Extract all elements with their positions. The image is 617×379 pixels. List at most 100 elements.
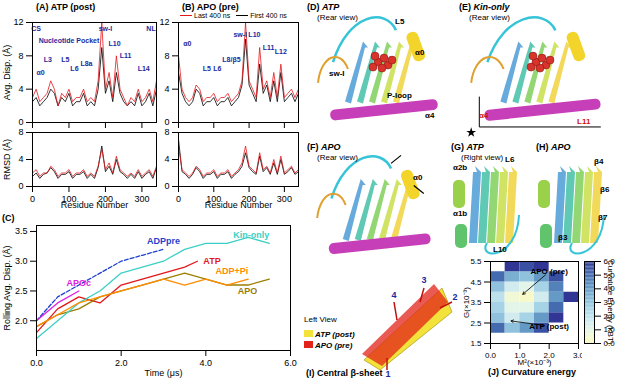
svg-text:0: 0 [164, 181, 169, 191]
svg-text:L11: L11 [263, 44, 275, 51]
svg-text:P-loop: P-loop [387, 91, 412, 100]
svg-text:300: 300 [134, 194, 149, 204]
svg-text:L8/β5: L8/β5 [222, 56, 240, 64]
svg-text:L6: L6 [213, 65, 221, 72]
svg-text:0: 0 [18, 181, 23, 191]
svg-text:APOc: APOc [67, 278, 92, 288]
svg-text:2: 2 [452, 292, 457, 302]
svg-text:3.5: 3.5 [470, 298, 482, 307]
svg-text:4.5: 4.5 [470, 278, 482, 287]
svg-text:L6: L6 [70, 65, 78, 72]
svg-text:8: 8 [164, 51, 169, 61]
svg-text:α0: α0 [36, 69, 44, 76]
svg-text:ADP+Pi: ADP+Pi [215, 266, 248, 276]
svg-text:(D) ATP: (D) ATP [307, 2, 340, 12]
svg-text:NL: NL [146, 25, 156, 32]
svg-text:ADPpre: ADPpre [147, 236, 180, 246]
svg-text:G(×10⁻³): G(×10⁻³) [462, 287, 471, 318]
svg-text:RMSD (Å): RMSD (Å) [2, 139, 12, 180]
svg-text:Residue Number: Residue Number [61, 200, 129, 210]
svg-text:α4: α4 [425, 111, 435, 120]
svg-text:(F) APO: (F) APO [307, 142, 341, 152]
svg-text:0: 0 [30, 194, 35, 204]
svg-text:2.0: 2.0 [15, 316, 28, 326]
svg-text:APO (pre): APO (pre) [530, 267, 568, 276]
svg-text:Left View: Left View [304, 315, 337, 324]
svg-text:L14: L14 [138, 65, 150, 72]
svg-text:α4: α4 [479, 111, 489, 120]
svg-text:β7: β7 [598, 213, 608, 222]
svg-text:8: 8 [18, 127, 23, 137]
svg-text:0: 0 [164, 117, 169, 127]
svg-text:300: 300 [277, 194, 292, 204]
svg-text:3.5: 3.5 [15, 226, 28, 236]
svg-text:4: 4 [164, 154, 169, 164]
svg-text:L10: L10 [248, 31, 260, 38]
svg-text:12: 12 [159, 17, 169, 27]
svg-text:ATP: ATP [203, 256, 220, 266]
svg-text:L10: L10 [493, 245, 507, 254]
svg-text:0: 0 [18, 117, 23, 127]
svg-text:α0: α0 [415, 48, 425, 57]
svg-text:ATP (post): ATP (post) [529, 322, 569, 331]
svg-text:Rolling Avg. Disp. (Å): Rolling Avg. Disp. (Å) [2, 246, 12, 331]
svg-text:L10: L10 [109, 40, 121, 47]
svg-text:M²(×10⁻³): M²(×10⁻³) [518, 358, 552, 367]
svg-text:APO: APO [238, 286, 258, 296]
svg-text:L11: L11 [120, 52, 132, 59]
svg-text:L11: L11 [577, 117, 591, 126]
svg-text:L8a: L8a [80, 60, 92, 67]
svg-text:α1b: α1b [453, 209, 467, 218]
svg-text:4.0: 4.0 [200, 358, 213, 368]
svg-text:β3: β3 [558, 233, 568, 242]
svg-text:(Right view): (Right view) [461, 153, 504, 162]
svg-text:β4: β4 [594, 157, 604, 166]
svg-text:1: 1 [385, 369, 390, 379]
svg-text:0.0: 0.0 [485, 351, 497, 360]
svg-text:L5: L5 [395, 17, 405, 26]
svg-text:(Rear view): (Rear view) [317, 13, 358, 22]
svg-text:Time (μs): Time (μs) [145, 368, 183, 378]
svg-text:4: 4 [18, 154, 23, 164]
svg-text:sw-I: sw-I [99, 25, 113, 32]
svg-text:2.0: 2.0 [115, 358, 128, 368]
svg-text:L6: L6 [505, 155, 515, 164]
svg-text:(I) Central β-sheet: (I) Central β-sheet [306, 368, 383, 378]
svg-text:4: 4 [164, 84, 169, 94]
svg-text:5.5: 5.5 [470, 257, 482, 266]
svg-text:4: 4 [18, 84, 23, 94]
svg-text:L5: L5 [61, 56, 69, 63]
svg-text:12: 12 [13, 17, 23, 27]
svg-text:4: 4 [391, 290, 396, 300]
svg-text:L3: L3 [44, 56, 52, 63]
svg-text:(E) Kin-only: (E) Kin-only [459, 2, 510, 12]
svg-text:Nucleotide Pocket: Nucleotide Pocket [39, 37, 100, 44]
svg-text:L12: L12 [275, 48, 287, 55]
svg-text:α2b: α2b [453, 163, 467, 172]
svg-text:ATP (post): ATP (post) [314, 330, 355, 339]
svg-text:2.5: 2.5 [470, 319, 482, 328]
svg-text:(H) APO: (H) APO [536, 142, 571, 152]
svg-text:(Rear view): (Rear view) [469, 13, 510, 22]
svg-text:8: 8 [18, 51, 23, 61]
svg-text:2.5: 2.5 [15, 286, 28, 296]
svg-text:(Rear view): (Rear view) [317, 153, 358, 162]
svg-text:β6: β6 [600, 185, 610, 194]
svg-text:3: 3 [421, 275, 426, 285]
svg-text:L5: L5 [203, 65, 211, 72]
svg-text:sw-I: sw-I [233, 31, 247, 38]
svg-text:8: 8 [164, 127, 169, 137]
svg-text:(G) ATP: (G) ATP [451, 142, 485, 152]
svg-text:Kin-only: Kin-only [233, 230, 269, 240]
svg-text:0: 0 [176, 194, 181, 204]
svg-text:APO (pre): APO (pre) [314, 341, 353, 350]
svg-text:0.0: 0.0 [30, 358, 43, 368]
svg-text:sw-I: sw-I [329, 69, 345, 78]
svg-text:α0: α0 [413, 173, 423, 182]
svg-text:6.0: 6.0 [284, 358, 297, 368]
svg-text:Avg. Disp. (Å): Avg. Disp. (Å) [2, 45, 12, 100]
svg-text:α0: α0 [183, 40, 191, 47]
svg-text:Residue Number: Residue Number [205, 200, 273, 210]
svg-text:3.0: 3.0 [15, 256, 28, 266]
svg-text:1.5: 1.5 [470, 339, 482, 348]
